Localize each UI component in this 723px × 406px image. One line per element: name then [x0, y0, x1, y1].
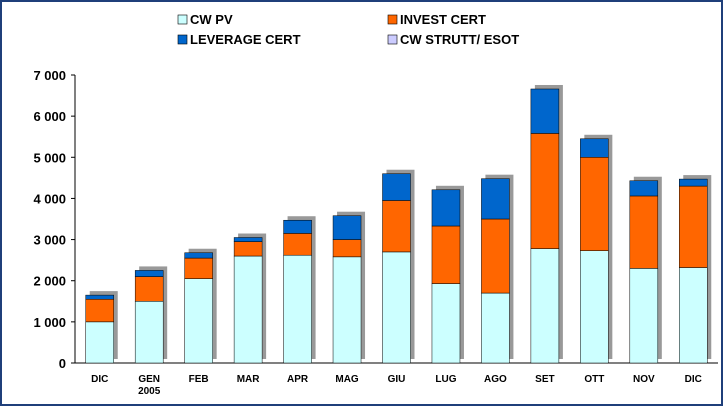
bar-segment	[134, 276, 164, 302]
x-tick-label: FEB	[189, 374, 209, 385]
legend-swatch	[387, 14, 398, 25]
x-tick-label: APR	[287, 374, 309, 385]
legend-label: CW STRUTT/ ESOT	[400, 32, 519, 47]
bar-segment	[283, 233, 312, 256]
x-tick-label: OTT	[584, 374, 604, 385]
legend-swatch	[177, 14, 188, 25]
bar-segment	[332, 256, 362, 364]
x-tick-label: GEN 2005	[138, 374, 161, 397]
x-tick-label: DIC	[91, 374, 108, 385]
bar-segment	[530, 88, 560, 134]
legend-swatch	[177, 34, 188, 45]
y-tick-label: 1 000	[33, 315, 66, 330]
bar-segment	[332, 215, 362, 240]
bar-segment	[629, 195, 659, 269]
bar-segment	[283, 254, 312, 364]
legend-label: INVEST CERT	[400, 12, 486, 27]
bar-segment	[134, 270, 164, 277]
x-tick-label: SET	[535, 374, 554, 385]
bar-segment	[530, 133, 560, 249]
bar-segment	[679, 267, 708, 364]
x-tick-label: MAG	[335, 374, 359, 385]
legend-swatch	[387, 34, 398, 45]
bar-segment	[382, 200, 411, 253]
bar-segment	[679, 185, 708, 268]
bar-segment	[580, 157, 609, 251]
bar-segment	[382, 251, 411, 364]
bar-segment	[481, 218, 510, 294]
y-tick-label: 4 000	[33, 191, 66, 206]
y-tick-label: 2 000	[33, 274, 66, 289]
bar-segment	[580, 138, 609, 158]
x-tick-label: GIU	[388, 374, 406, 385]
bar-segment	[233, 255, 263, 364]
bar-segment	[481, 178, 510, 220]
x-tick-label: NOV	[633, 374, 655, 385]
x-tick-label: LUG	[435, 374, 456, 385]
y-tick-label: 3 000	[33, 233, 66, 248]
bar-segment	[580, 250, 609, 364]
bar-segment	[85, 298, 114, 323]
bar-segment	[233, 237, 263, 242]
bar-segment	[184, 278, 213, 364]
bar-segment	[431, 283, 461, 364]
legend-label: CW PV	[190, 12, 233, 27]
bar-segment	[134, 301, 164, 364]
bar-segment	[431, 225, 461, 284]
bar-segment	[431, 189, 461, 227]
bar-segment	[332, 239, 362, 258]
bar-segment	[85, 294, 114, 300]
bar-segment	[382, 173, 411, 201]
y-tick-label: 5 000	[33, 150, 66, 165]
bar-segment	[233, 241, 263, 257]
y-tick-label: 0	[59, 356, 66, 371]
bar-segment	[629, 180, 659, 197]
x-tick-label: AGO	[484, 374, 507, 385]
x-tick-label: DIC	[685, 374, 702, 385]
bar-segment	[283, 219, 312, 234]
bar-segment	[679, 178, 708, 187]
bar-segment	[184, 257, 213, 279]
y-tick-label: 6 000	[33, 109, 66, 124]
x-tick-label: MAR	[237, 374, 261, 385]
bar-segment	[530, 248, 560, 364]
bar-segment	[85, 321, 114, 364]
bar-segment	[629, 268, 659, 364]
bar-segment	[184, 252, 213, 259]
legend-label: LEVERAGE CERT	[190, 32, 301, 47]
y-tick-label: 7 000	[33, 68, 66, 83]
bar-segment	[481, 292, 510, 364]
